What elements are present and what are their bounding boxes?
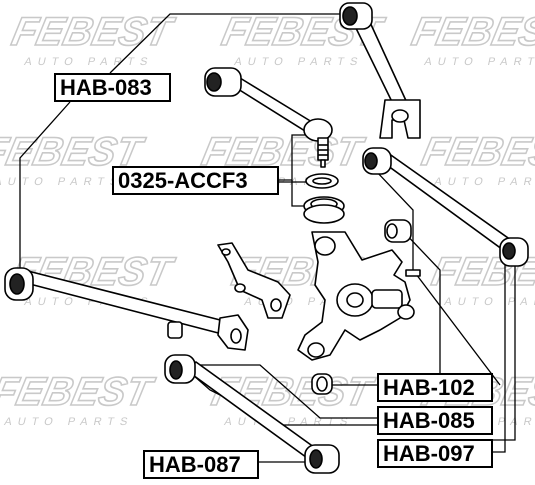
part-label-hab-087[interactable]: HAB-087 bbox=[143, 450, 259, 479]
watermark-brand: FEBEST bbox=[8, 248, 179, 293]
leader-hab097-a bbox=[374, 169, 501, 386]
watermark-subtitle: AUTO PARTS bbox=[233, 56, 365, 68]
watermark-brand: FEBEST bbox=[0, 368, 159, 413]
parts-drawing bbox=[4, 2, 529, 474]
watermark-brand: FEBEST bbox=[8, 8, 179, 53]
leader-0325-accf3 bbox=[279, 134, 315, 181]
left-bracket bbox=[217, 242, 291, 319]
leader-hab097-c bbox=[493, 262, 516, 441]
right-lower-arm bbox=[362, 147, 529, 267]
watermark-brand: FEBEST bbox=[418, 128, 535, 173]
upper-long-arm bbox=[339, 2, 421, 139]
watermark-subtitle: AUTO PARTS bbox=[3, 416, 135, 428]
leader-hab083-left bbox=[19, 101, 71, 275]
accf3-components bbox=[303, 173, 345, 224]
leader-hab085 bbox=[190, 364, 377, 419]
bushing-hab102-top bbox=[384, 219, 412, 243]
watermark-tile: FEBEST AUTO PARTS bbox=[7, 8, 179, 68]
watermark-subtitle: AUTO PARTS bbox=[0, 176, 125, 188]
watermark-subtitle: AUTO PARTS bbox=[243, 296, 375, 308]
bottom-arm bbox=[164, 354, 340, 474]
watermark-subtitle: AUTO PARTS bbox=[223, 416, 355, 428]
watermark-tile: FEBEST AUTO PARTS bbox=[407, 8, 535, 68]
watermark-layer: FEBEST AUTO PARTS FEBEST AUTO PARTS FEBEST AU… bbox=[0, 8, 535, 428]
watermark-subtitle: AUTO PARTS bbox=[23, 56, 155, 68]
leader-hab097-b bbox=[493, 262, 506, 453]
bushing-hab102-bottom bbox=[311, 373, 333, 395]
left-long-arm bbox=[4, 267, 249, 351]
upper-short-arm bbox=[204, 67, 333, 168]
watermark-tile: FEBEST AUTO PARTS bbox=[7, 248, 179, 308]
watermark-tile: FEBEST AUTO PARTS bbox=[0, 368, 160, 428]
leader-hab083-top bbox=[109, 13, 345, 74]
watermark-subtitle: AUTO PARTS bbox=[423, 56, 535, 68]
watermark-subtitle: AUTO PARTS bbox=[433, 176, 535, 188]
part-label-hab-102[interactable]: HAB-102 bbox=[377, 373, 493, 402]
part-label-hab-097[interactable]: HAB-097 bbox=[377, 439, 493, 468]
watermark-tile: FEBEST AUTO PARTS bbox=[417, 128, 535, 188]
part-label-hab-085[interactable]: HAB-085 bbox=[377, 406, 493, 435]
knuckle bbox=[297, 231, 421, 361]
part-label-hab-083[interactable]: HAB-083 bbox=[54, 73, 171, 102]
watermark-subtitle: AUTO PARTS bbox=[443, 296, 535, 308]
part-label-0325-accf3[interactable]: 0325-ACCF3 bbox=[112, 166, 279, 195]
watermark-brand: FEBEST bbox=[408, 8, 535, 53]
watermark-subtitle: AUTO PARTS bbox=[23, 296, 155, 308]
